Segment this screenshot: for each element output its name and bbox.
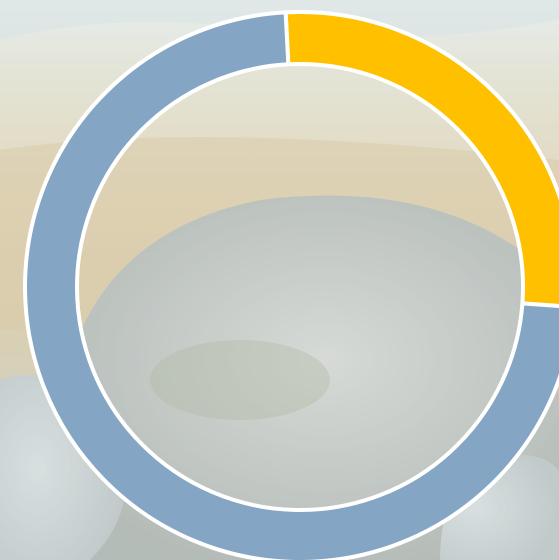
donut-slices	[23, 10, 559, 560]
donut-slice-1	[23, 10, 559, 560]
moss-patch	[150, 340, 330, 420]
donut-slice-0	[283, 10, 559, 309]
